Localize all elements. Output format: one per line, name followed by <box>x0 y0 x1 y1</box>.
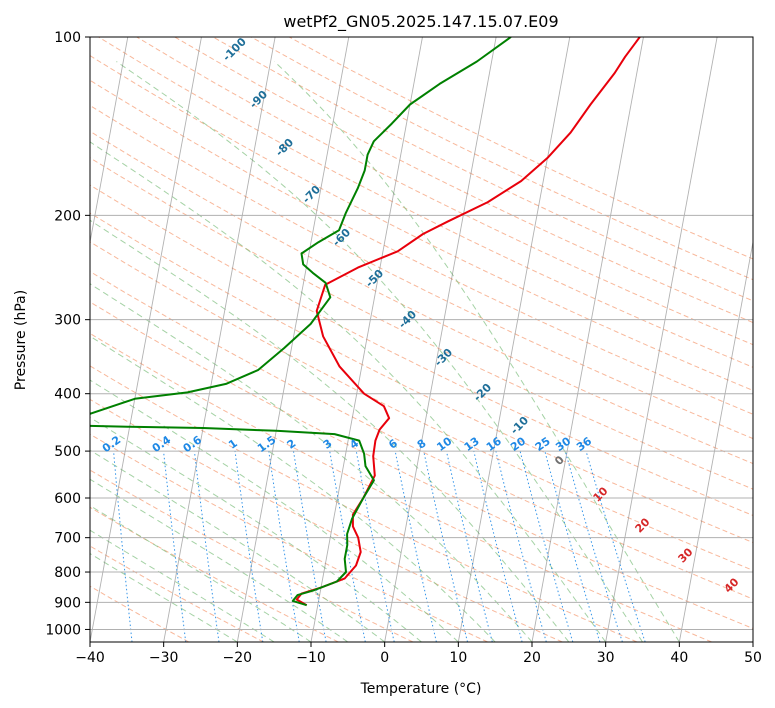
moist-adiabat <box>274 61 680 642</box>
mixing-ratio-line <box>113 451 133 642</box>
moist-adiabat <box>90 219 570 642</box>
y-tick-label: 600 <box>54 491 81 507</box>
isotherm <box>457 37 571 642</box>
moist-adiabat <box>90 335 496 642</box>
dry-adiabat <box>90 270 753 600</box>
dry-adiabat <box>90 398 563 642</box>
isotherm <box>605 37 718 642</box>
plot-frame <box>89 36 754 643</box>
y-tick-label: 900 <box>54 595 81 611</box>
x-tick-label: 40 <box>670 650 688 666</box>
dewpoint-line <box>90 37 512 607</box>
y-tick-label: 800 <box>54 565 81 581</box>
mixing-ratio-line <box>564 450 623 642</box>
moist-adiabat <box>90 478 349 642</box>
temperature-line <box>295 37 641 607</box>
moist-adiabat <box>90 379 459 642</box>
x-tick-label: −10 <box>296 650 326 666</box>
dry-adiabat <box>90 79 753 415</box>
mixing-ratio-line <box>394 451 437 642</box>
dry-adiabat <box>90 301 753 630</box>
dry-adiabat <box>174 37 753 324</box>
y-tick-label: 700 <box>54 531 81 547</box>
y-axis: 100 200 300 400 500 600 700 800 900 1000 <box>45 30 90 638</box>
dry-adiabat <box>212 37 753 302</box>
dry-adiabat <box>90 184 753 517</box>
x-tick-label: −30 <box>149 650 179 666</box>
y-tick-label: 300 <box>54 313 81 329</box>
x-tick-label: 10 <box>449 650 467 666</box>
moist-adiabat <box>90 141 607 642</box>
x-tick-label: −40 <box>75 650 105 666</box>
x-axis: −40 −30 −20 −10 0 10 20 30 40 50 <box>75 642 762 666</box>
x-tick-label: −20 <box>223 650 253 666</box>
chart-title: wetPf2_GN05.2025.147.15.07.E09 <box>283 12 558 32</box>
y-tick-label: 500 <box>54 444 81 460</box>
moist-adiabat <box>90 553 238 642</box>
moist-adiabat <box>90 283 533 642</box>
dry-adiabat <box>136 37 753 346</box>
moist-adiabat <box>90 416 422 642</box>
isotherm <box>678 239 753 642</box>
isotherm <box>310 37 423 642</box>
pressure-gridlines <box>90 37 753 630</box>
isotherm <box>384 37 497 642</box>
y-tick-label: 200 <box>54 208 81 224</box>
mixing-ratio-line <box>355 451 395 642</box>
dry-adiabat <box>90 212 753 544</box>
y-tick-label: 100 <box>54 30 81 46</box>
moist-adiabat <box>116 61 643 642</box>
y-tick-label: 1000 <box>45 622 81 638</box>
x-axis-label: Temperature (°C) <box>360 681 482 697</box>
dry-adiabat <box>90 506 339 642</box>
isotherm <box>163 37 276 642</box>
x-tick-label: 50 <box>744 650 762 666</box>
isotherm <box>531 37 644 642</box>
mixing-ratio-line <box>585 450 646 642</box>
x-tick-label: 20 <box>523 650 541 666</box>
dry-adiabat <box>90 157 753 490</box>
dry-adiabat <box>90 365 638 642</box>
y-tick-label: 400 <box>54 387 81 403</box>
mixing-ratio-line <box>495 450 547 642</box>
dry-adiabat <box>90 545 264 642</box>
mixing-ratio-line <box>329 451 366 642</box>
isotherm <box>90 37 202 642</box>
y-axis-label: Pressure (hPa) <box>13 290 29 390</box>
mixing-ratio-line <box>544 450 601 642</box>
x-tick-label: 0 <box>380 650 389 666</box>
mixing-ratio-line <box>423 450 468 642</box>
mixing-ratio-line <box>445 450 493 642</box>
dry-adiabat <box>90 332 712 642</box>
moist-adiabat <box>90 505 312 642</box>
background-lines <box>90 37 753 642</box>
mixing-ratio-line <box>519 450 574 642</box>
mixing-ratio-line <box>163 451 187 642</box>
dry-adiabat <box>90 433 488 642</box>
mixing-ratio-line <box>473 450 523 642</box>
mixing-ratio-line <box>193 451 220 642</box>
dry-adiabat <box>90 55 753 392</box>
isotherm <box>90 37 129 245</box>
dry-adiabat <box>98 37 753 368</box>
sounding-series <box>90 37 641 607</box>
x-tick-label: 30 <box>597 650 615 666</box>
mixing-ratio-line <box>234 451 264 642</box>
